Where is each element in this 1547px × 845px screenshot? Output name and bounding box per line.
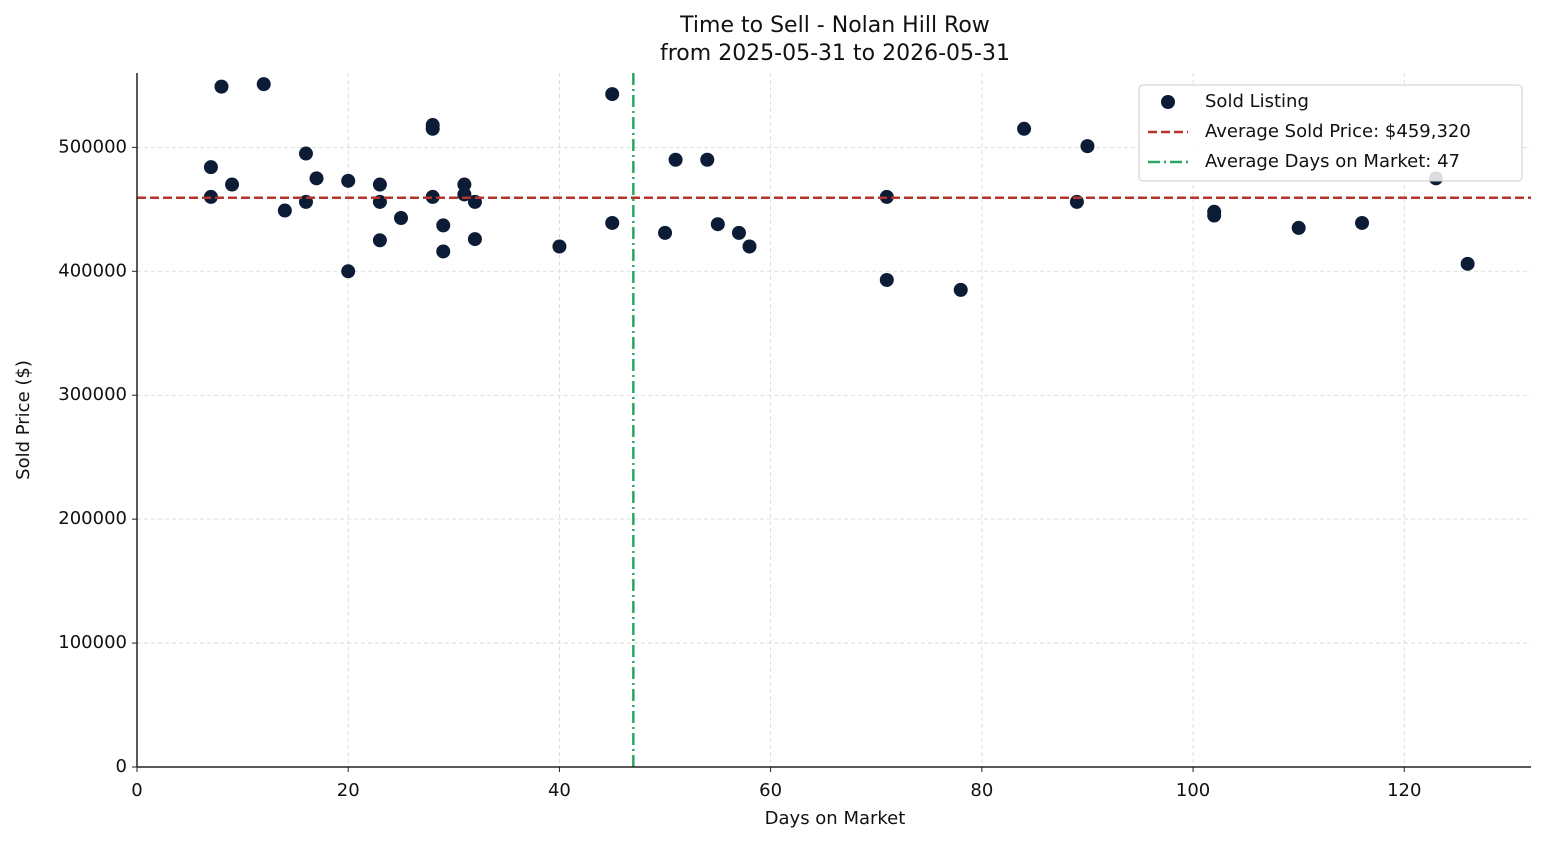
point [436,218,451,233]
point [394,210,409,225]
legend-label: Average Days on Market: 47 [1205,151,1460,172]
y-tick-label: 200000 [58,508,127,529]
point [1355,215,1370,230]
point [203,160,218,175]
point [457,177,472,192]
y-axis-label: Sold Price ($) [13,360,34,480]
legend: Sold Listing Average Sold Price: $459,320… [1138,84,1523,182]
point [436,244,451,259]
point [1080,139,1095,154]
x-axis-label: Days on Market [765,808,906,829]
point [372,233,387,248]
y-tick-label: 0 [116,756,127,777]
point [731,225,746,240]
point [341,173,356,188]
point [1207,208,1222,223]
y-tick-label: 100000 [58,632,127,653]
x-tick-label: 0 [131,780,142,801]
point [277,203,292,218]
legend-label: Average Sold Price: $459,320 [1205,121,1471,142]
chart-title: Time to Sell - Nolan Hill Row [679,13,990,38]
point [742,239,757,254]
point [879,272,894,287]
point [953,282,968,297]
y-tick-label: 500000 [58,136,127,157]
point [298,146,313,161]
point [225,177,240,192]
legend-label: Sold Listing [1205,91,1309,112]
point [605,215,620,230]
y-tick-label: 300000 [58,384,127,405]
x-tick-label: 60 [759,780,782,801]
point [1291,220,1306,235]
point [214,79,229,94]
point [700,152,715,167]
point [341,264,356,279]
x-tick-label: 40 [548,780,571,801]
x-tick-label: 120 [1387,780,1421,801]
legend-marker [1161,95,1175,109]
point [1460,256,1475,271]
point [309,171,324,186]
point [425,121,440,136]
legend-box [1138,84,1523,182]
x-tick-label: 100 [1176,780,1210,801]
point [256,77,271,92]
point [425,189,440,204]
point [605,87,620,102]
point [658,225,673,240]
point [668,152,683,167]
point [1017,121,1032,136]
point [710,217,725,232]
y-tick-label: 400000 [58,260,127,281]
chart-subtitle: from 2025-05-31 to 2026-05-31 [660,41,1010,66]
point [552,239,567,254]
x-tick-label: 80 [970,780,993,801]
point [372,177,387,192]
plot [137,73,1531,767]
point [467,232,482,247]
x-tick-label: 20 [337,780,360,801]
